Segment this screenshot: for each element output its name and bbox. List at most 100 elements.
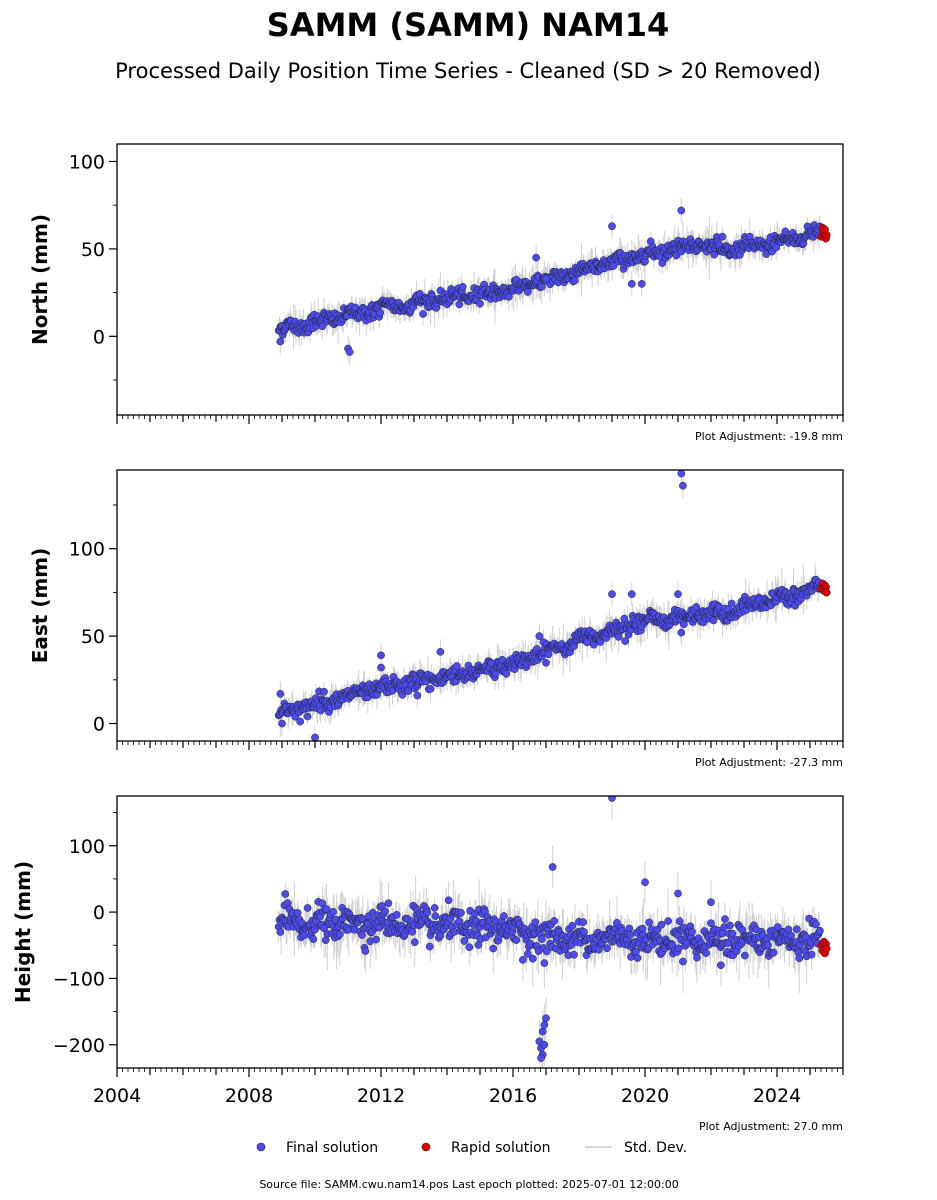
final-solution-point bbox=[335, 930, 344, 939]
final-solution-point bbox=[502, 669, 511, 678]
y-tick-label: 50 bbox=[81, 626, 105, 648]
final-solution-point bbox=[664, 917, 672, 925]
y-axis-label: East (mm) bbox=[28, 548, 52, 664]
x-axis-ticks bbox=[116, 1068, 844, 1077]
final-solution-series bbox=[274, 206, 824, 356]
final-solution-series bbox=[274, 470, 824, 741]
final-solution-point bbox=[740, 951, 749, 960]
final-solution-point bbox=[795, 954, 804, 963]
final-solution-point bbox=[413, 691, 422, 700]
final-solution-point bbox=[425, 942, 434, 951]
final-solution-point bbox=[792, 925, 801, 934]
final-solution-point bbox=[679, 620, 688, 629]
final-solution-point bbox=[571, 276, 579, 285]
final-solution-point bbox=[419, 310, 427, 318]
final-solution-point bbox=[707, 898, 715, 906]
rapid-solution-series bbox=[817, 937, 831, 958]
legend-std-label: Std. Dev. bbox=[624, 1140, 687, 1156]
final-solution-point bbox=[436, 647, 445, 656]
final-solution-point bbox=[674, 944, 683, 953]
final-solution-point bbox=[726, 921, 734, 930]
final-solution-point bbox=[688, 927, 696, 936]
final-solution-point bbox=[677, 470, 686, 478]
legend-final-marker bbox=[256, 1142, 266, 1152]
plot-data bbox=[274, 796, 831, 1068]
y-axis-label: Height (mm) bbox=[11, 861, 35, 1003]
final-solution-point bbox=[392, 910, 401, 919]
x-tick-label: 2004 bbox=[93, 1085, 141, 1107]
final-solution-point bbox=[679, 481, 687, 490]
final-solution-point bbox=[293, 909, 302, 917]
final-solution-point bbox=[580, 928, 588, 936]
final-solution-point bbox=[460, 937, 469, 945]
rapid-solution-series bbox=[817, 223, 831, 243]
x-axis-ticks bbox=[116, 415, 844, 424]
final-solution-point bbox=[677, 628, 686, 637]
final-solution-point bbox=[773, 923, 782, 931]
final-solution-point bbox=[528, 954, 537, 963]
x-tick-label: 2016 bbox=[489, 1085, 537, 1107]
final-solution-point bbox=[709, 616, 718, 625]
plot-frame bbox=[116, 143, 844, 416]
final-solution-point bbox=[538, 1027, 547, 1036]
panel-north: 100 50 0 North (mm) Plot Adjustment: -19.8 m… bbox=[28, 143, 844, 443]
source-note: Source file: SAMM.cwu.nam14.pos Last epo… bbox=[259, 1178, 678, 1191]
plot-adjustment-note: Plot Adjustment: 27.0 mm bbox=[699, 1120, 843, 1133]
final-solution-point bbox=[568, 921, 577, 930]
final-solution-point bbox=[692, 603, 701, 611]
final-solution-point bbox=[430, 904, 439, 912]
legend: Final solution Rapid solution Std. Dev. bbox=[256, 1140, 687, 1156]
rapid-solution-point bbox=[822, 944, 831, 953]
final-solution-point bbox=[376, 308, 385, 317]
final-solution-point bbox=[431, 912, 440, 920]
final-solution-point bbox=[608, 796, 616, 802]
final-solution-point bbox=[505, 292, 513, 301]
final-solution-point bbox=[679, 957, 687, 966]
final-solution-point bbox=[489, 944, 498, 953]
final-solution-point bbox=[641, 878, 649, 887]
final-solution-point bbox=[329, 908, 337, 916]
plot-adjustment-note: Plot Adjustment: -19.8 mm bbox=[695, 430, 843, 443]
final-solution-point bbox=[303, 904, 312, 912]
final-solution-point bbox=[645, 918, 653, 927]
final-solution-point bbox=[358, 931, 366, 939]
final-solution-point bbox=[718, 232, 727, 241]
rapid-solution-point bbox=[822, 588, 831, 597]
final-solution-point bbox=[465, 943, 474, 952]
final-solution-point bbox=[627, 590, 636, 598]
final-solution-point bbox=[677, 206, 686, 215]
final-solution-point bbox=[707, 919, 715, 928]
plot-data bbox=[274, 470, 831, 741]
legend-rapid-label: Rapid solution bbox=[451, 1140, 551, 1156]
final-solution-point bbox=[542, 1014, 550, 1023]
legend-final-label: Final solution bbox=[286, 1140, 378, 1156]
final-solution-point bbox=[620, 614, 629, 623]
final-solution-point bbox=[426, 685, 435, 693]
x-tick-label: 2024 bbox=[753, 1085, 801, 1107]
final-solution-point bbox=[309, 935, 318, 943]
final-solution-point bbox=[674, 590, 682, 598]
final-solution-point bbox=[781, 227, 790, 236]
final-solution-point bbox=[524, 288, 532, 296]
final-solution-point bbox=[540, 1021, 549, 1029]
final-solution-point bbox=[627, 280, 636, 288]
final-solution-point bbox=[608, 222, 616, 231]
final-solution-point bbox=[787, 931, 795, 940]
x-tick-label: 2020 bbox=[621, 1085, 669, 1107]
rapid-solution-series bbox=[817, 579, 831, 597]
final-solution-point bbox=[537, 1054, 545, 1062]
final-solution-point bbox=[320, 687, 328, 696]
final-solution-point bbox=[608, 590, 616, 598]
final-solution-point bbox=[410, 938, 419, 947]
y-tick-label: 100 bbox=[69, 836, 105, 858]
final-solution-point bbox=[512, 936, 521, 944]
final-solution-point bbox=[404, 687, 413, 695]
panel-height: 100 0 −100 −200 Height (mm) Plot Adjustment: … bbox=[11, 795, 844, 1133]
final-solution-point bbox=[544, 650, 553, 659]
final-solution-point bbox=[675, 917, 684, 926]
y-axis-ticks bbox=[109, 812, 117, 1046]
panels: 100 50 0 North (mm) Plot Adjustment: -19.8 m… bbox=[11, 143, 844, 1133]
final-solution-point bbox=[377, 651, 385, 660]
y-axis-ticks bbox=[109, 504, 117, 725]
